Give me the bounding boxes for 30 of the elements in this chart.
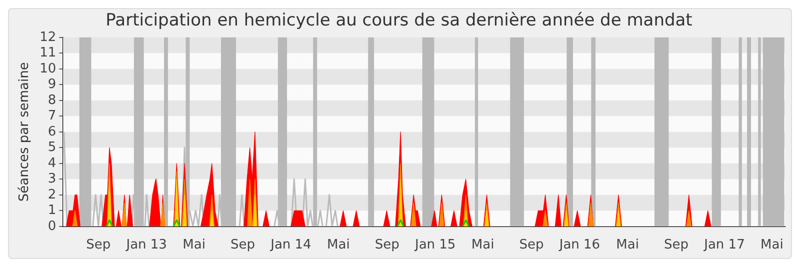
y-tick-label: 12 — [40, 30, 56, 45]
x-tick-label: Jan 15 — [414, 238, 456, 253]
y-tick-label: 1 — [48, 203, 56, 218]
y-tick-label: 10 — [40, 61, 56, 76]
y-tick-label: 0 — [48, 218, 56, 234]
y-tick-label: 4 — [48, 156, 56, 171]
x-tick-label: Mai — [471, 238, 494, 253]
x-tick-label: Jan 13 — [125, 238, 167, 253]
x-tick-label: Mai — [182, 238, 206, 253]
y-tick-label: 3 — [48, 172, 56, 187]
x-tick-label: Jan 14 — [270, 238, 312, 253]
y-tick-label: 5 — [48, 140, 56, 156]
x-tick-label: Jan 16 — [558, 238, 600, 253]
x-tick-label: Mai — [327, 238, 350, 253]
x-tick-label: Mai — [760, 238, 784, 253]
chart-title: Participation en hemicycle au cours de sa dernière année de mandat — [106, 10, 693, 31]
y-tick-label: 6 — [48, 124, 56, 140]
y-tick-label: 8 — [48, 92, 56, 108]
y-tick-label: 9 — [48, 77, 56, 92]
x-tick-label: Sep — [519, 238, 544, 253]
y-tick-label: 2 — [48, 187, 56, 202]
y-axis-title: Séances par semaine — [17, 62, 32, 202]
x-tick-label: Sep — [374, 238, 400, 253]
y-tick-label: 7 — [48, 108, 56, 124]
x-tick-label: Jan 17 — [703, 238, 745, 253]
x-tick-label: Sep — [230, 238, 255, 253]
x-tick-label: Sep — [86, 238, 111, 253]
x-tick-label: Sep — [664, 238, 688, 253]
y-tick-label: 11 — [40, 46, 56, 61]
x-tick-label: Mai — [616, 238, 639, 253]
